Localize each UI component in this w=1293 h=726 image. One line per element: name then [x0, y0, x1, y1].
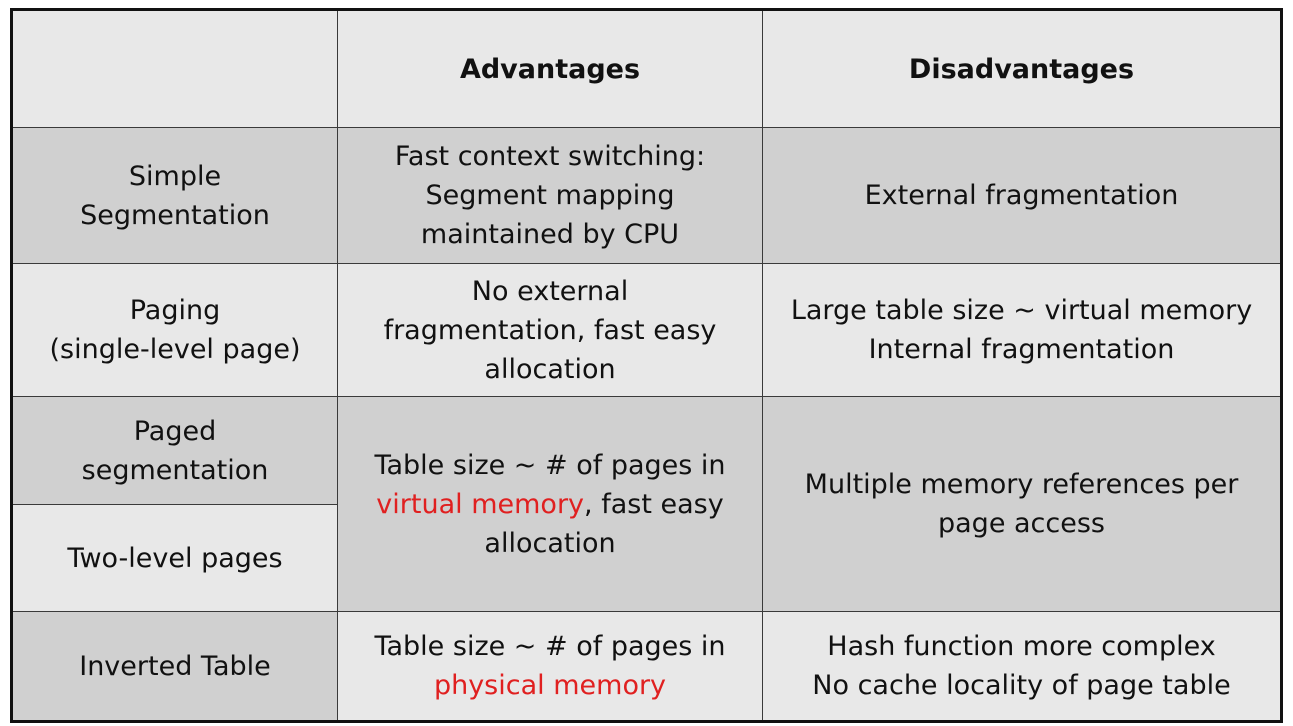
row-name-line: segmentation	[81, 454, 269, 486]
disadvantage-line: No cache locality of page table	[812, 670, 1231, 701]
highlight-physical-memory: physical memory	[433, 670, 667, 701]
header-advantages: Advantages	[337, 9, 763, 128]
comparison-table: Advantages Disadvantages Simple Segmenta…	[10, 8, 1283, 723]
row-name-line: Inverted Table	[79, 650, 271, 682]
advantage-line: virtual memory, fast easy	[348, 485, 752, 524]
row-name-line: Simple	[128, 160, 222, 192]
row-two-level-pages: Two-level pages	[11, 504, 1282, 612]
row-name-cell: Simple Segmentation	[11, 127, 338, 264]
row-name-cell: Paged segmentation	[11, 396, 338, 505]
row-name-line: Two-level pages	[67, 542, 283, 574]
advantage-line: allocation	[484, 353, 616, 385]
advantages-cell: Fast context switching: Segment mapping …	[337, 127, 763, 264]
advantage-line: No external	[471, 275, 629, 307]
disadvantages-cell: Large table size ~ virtual memory Intern…	[762, 263, 1282, 397]
row-paging: Paging (single-level page) No external f…	[11, 263, 1282, 397]
header-row: Advantages Disadvantages	[11, 9, 1282, 128]
highlight-virtual-memory: virtual memory	[376, 488, 585, 520]
row-name-cell: Inverted Table	[11, 611, 338, 722]
row-name-line: Paging	[129, 295, 221, 326]
advantages-cell: No external fragmentation, fast easy all…	[337, 263, 763, 397]
disadvantage-line: Large table size ~ virtual memory	[790, 295, 1253, 326]
row-inverted-table: Inverted Table Table size ~ # of pages i…	[11, 611, 1282, 722]
row-paged-segmentation: Paged segmentation Table size ~ # of pag…	[11, 396, 1282, 612]
disadvantages-cell: External fragmentation	[762, 127, 1282, 264]
advantage-line: maintained by CPU	[420, 219, 680, 250]
disadvantage-line: Internal fragmentation	[868, 334, 1175, 365]
row-name-line: Segmentation	[80, 199, 270, 231]
disadvantage-line: Multiple memory references per	[804, 469, 1239, 500]
row-name-cell: Two-level pages	[11, 504, 338, 612]
disadvantage-line: External fragmentation	[864, 180, 1179, 211]
row-simple-segmentation: Simple Segmentation Fast context switchi…	[11, 127, 1282, 264]
advantage-line-rest: , fast easy	[584, 488, 724, 520]
shared-disadvantages-cell: Multiple memory references per page acce…	[762, 396, 1282, 612]
disadvantage-line: Hash function more complex	[827, 631, 1216, 662]
advantage-line: Table size ~ # of pages in	[374, 631, 726, 662]
header-disadvantages: Disadvantages	[762, 9, 1282, 128]
row-name-line: Paged	[133, 415, 217, 447]
row-name-line: (single-level page)	[49, 334, 301, 365]
advantage-line: fragmentation, fast easy	[383, 314, 717, 346]
advantage-line: Table size ~ # of pages in	[374, 449, 726, 481]
advantages-cell: Table size ~ # of pages in physical memo…	[337, 611, 763, 722]
disadvantage-line: page access	[938, 508, 1105, 539]
advantage-line: Segment mapping	[425, 180, 675, 211]
header-corner-cell	[11, 9, 338, 128]
shared-advantages-cell: Table size ~ # of pages in virtual memor…	[337, 396, 763, 612]
row-name-cell: Paging (single-level page)	[11, 263, 338, 397]
disadvantages-cell: Hash function more complex No cache loca…	[762, 611, 1282, 722]
advantage-line: Fast context switching:	[394, 141, 706, 172]
advantage-line: allocation	[484, 527, 616, 559]
